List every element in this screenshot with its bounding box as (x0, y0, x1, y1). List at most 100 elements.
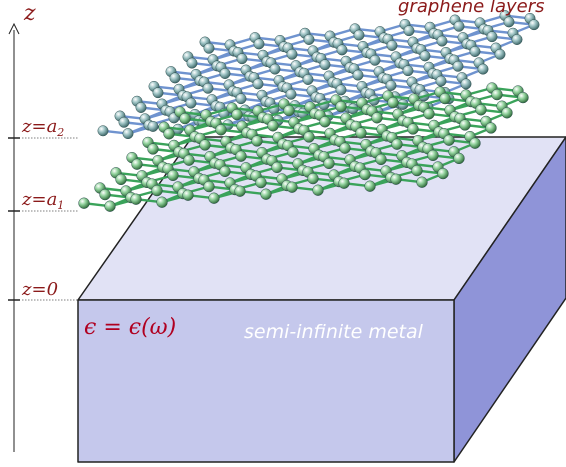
carbon-atom (416, 176, 428, 188)
carbon-atom (517, 91, 529, 104)
carbon-atom (323, 157, 335, 170)
carbon-atom (386, 40, 398, 51)
carbon-atom (491, 88, 503, 101)
carbon-atom (477, 63, 489, 75)
carbon-atom (390, 173, 402, 185)
level-a1-label: z=a1 (21, 189, 64, 212)
carbon-atom (236, 53, 248, 65)
carbon-atom (423, 108, 435, 120)
carbon-atom (152, 87, 164, 99)
carbon-atom (371, 112, 383, 124)
carbon-atom (269, 63, 281, 75)
carbon-atom (503, 16, 515, 28)
carbon-atom (271, 161, 283, 174)
carbon-atom (285, 88, 297, 100)
carbon-atom (437, 167, 449, 180)
carbon-atom (179, 112, 191, 125)
carbon-atom (203, 42, 215, 54)
z-axis-label: z (23, 1, 36, 26)
carbon-atom (260, 188, 272, 200)
carbon-atom (387, 96, 399, 109)
carbon-atom (364, 180, 376, 192)
carbon-atom (359, 168, 371, 181)
carbon-atom (122, 128, 134, 140)
carbon-atom (453, 152, 465, 165)
carbon-atom (485, 122, 497, 134)
carbon-atom (169, 72, 181, 84)
carbon-atom (97, 125, 109, 137)
z-axis-arrowhead (8, 22, 20, 35)
carbon-atom (251, 135, 263, 147)
carbon-atom (319, 116, 331, 128)
carbon-atom (104, 200, 116, 212)
carbon-atom (427, 149, 439, 162)
carbon-atom (219, 165, 231, 178)
carbon-atom (231, 108, 243, 121)
carbon-atom (283, 104, 295, 117)
graphene-layer-lower (78, 82, 529, 212)
carbon-atom (475, 104, 487, 116)
carbon-atom (303, 131, 315, 143)
carbon-atom (253, 38, 265, 50)
carbon-atom (130, 193, 142, 205)
metal-label: semi-infinite metal (244, 321, 424, 343)
carbon-atom (78, 197, 90, 209)
carbon-atom (352, 69, 364, 81)
carbon-atom (435, 75, 447, 87)
carbon-atom (335, 84, 347, 96)
carbon-atom (391, 138, 403, 150)
carbon-atom (469, 137, 481, 149)
carbon-atom (375, 153, 387, 166)
carbon-atom (183, 154, 195, 166)
carbon-atom (219, 68, 231, 79)
carbon-atom (460, 78, 472, 90)
carbon-atom (286, 181, 298, 193)
z-axis: z (8, 1, 36, 452)
level-a1: z=a1 (8, 189, 78, 212)
carbon-atom (407, 123, 419, 135)
carbon-atom (135, 102, 147, 113)
level-a2-label: z=a2 (21, 116, 64, 139)
level-zero: z=0 (8, 279, 78, 301)
metal-front-face (77, 299, 455, 463)
carbon-atom (307, 172, 319, 185)
carbon-atom (235, 150, 247, 162)
graphene-layers-label: graphene layers (398, 0, 545, 17)
carbon-atom (439, 92, 451, 105)
carbon-atom (312, 184, 324, 196)
carbon-atom (99, 188, 111, 201)
carbon-atom (319, 59, 331, 71)
carbon-atom (453, 20, 465, 32)
carbon-atom (199, 139, 211, 151)
carbon-atom (459, 119, 471, 131)
carbon-atom (286, 48, 298, 60)
carbon-atom (469, 46, 481, 57)
carbon-atom (486, 31, 498, 43)
carbon-atom (163, 128, 175, 140)
carbon-atom (167, 169, 179, 182)
carbon-atom (151, 184, 163, 197)
carbon-atom (528, 19, 540, 31)
carbon-atom (234, 185, 246, 197)
carbon-atom (202, 82, 214, 94)
carbon-atom (182, 189, 194, 201)
carbon-atom (369, 54, 381, 66)
carbon-atom (419, 50, 431, 62)
carbon-atom (355, 127, 367, 139)
carbon-atom (402, 65, 414, 77)
permittivity-label: ϵ = ϵ(ω) (84, 315, 176, 340)
carbon-atom (115, 173, 127, 186)
carbon-atom (208, 192, 220, 204)
carbon-atom (385, 80, 397, 91)
carbon-atom (353, 29, 365, 41)
carbon-atom (118, 116, 130, 128)
carbon-atom (147, 143, 159, 155)
carbon-atom (302, 74, 314, 85)
level-a2: z=a2 (8, 116, 78, 139)
carbon-atom (494, 48, 506, 60)
carbon-atom (255, 176, 267, 189)
carbon-atom (303, 34, 315, 45)
carbon-atom (411, 164, 423, 177)
carbon-atom (235, 93, 247, 105)
